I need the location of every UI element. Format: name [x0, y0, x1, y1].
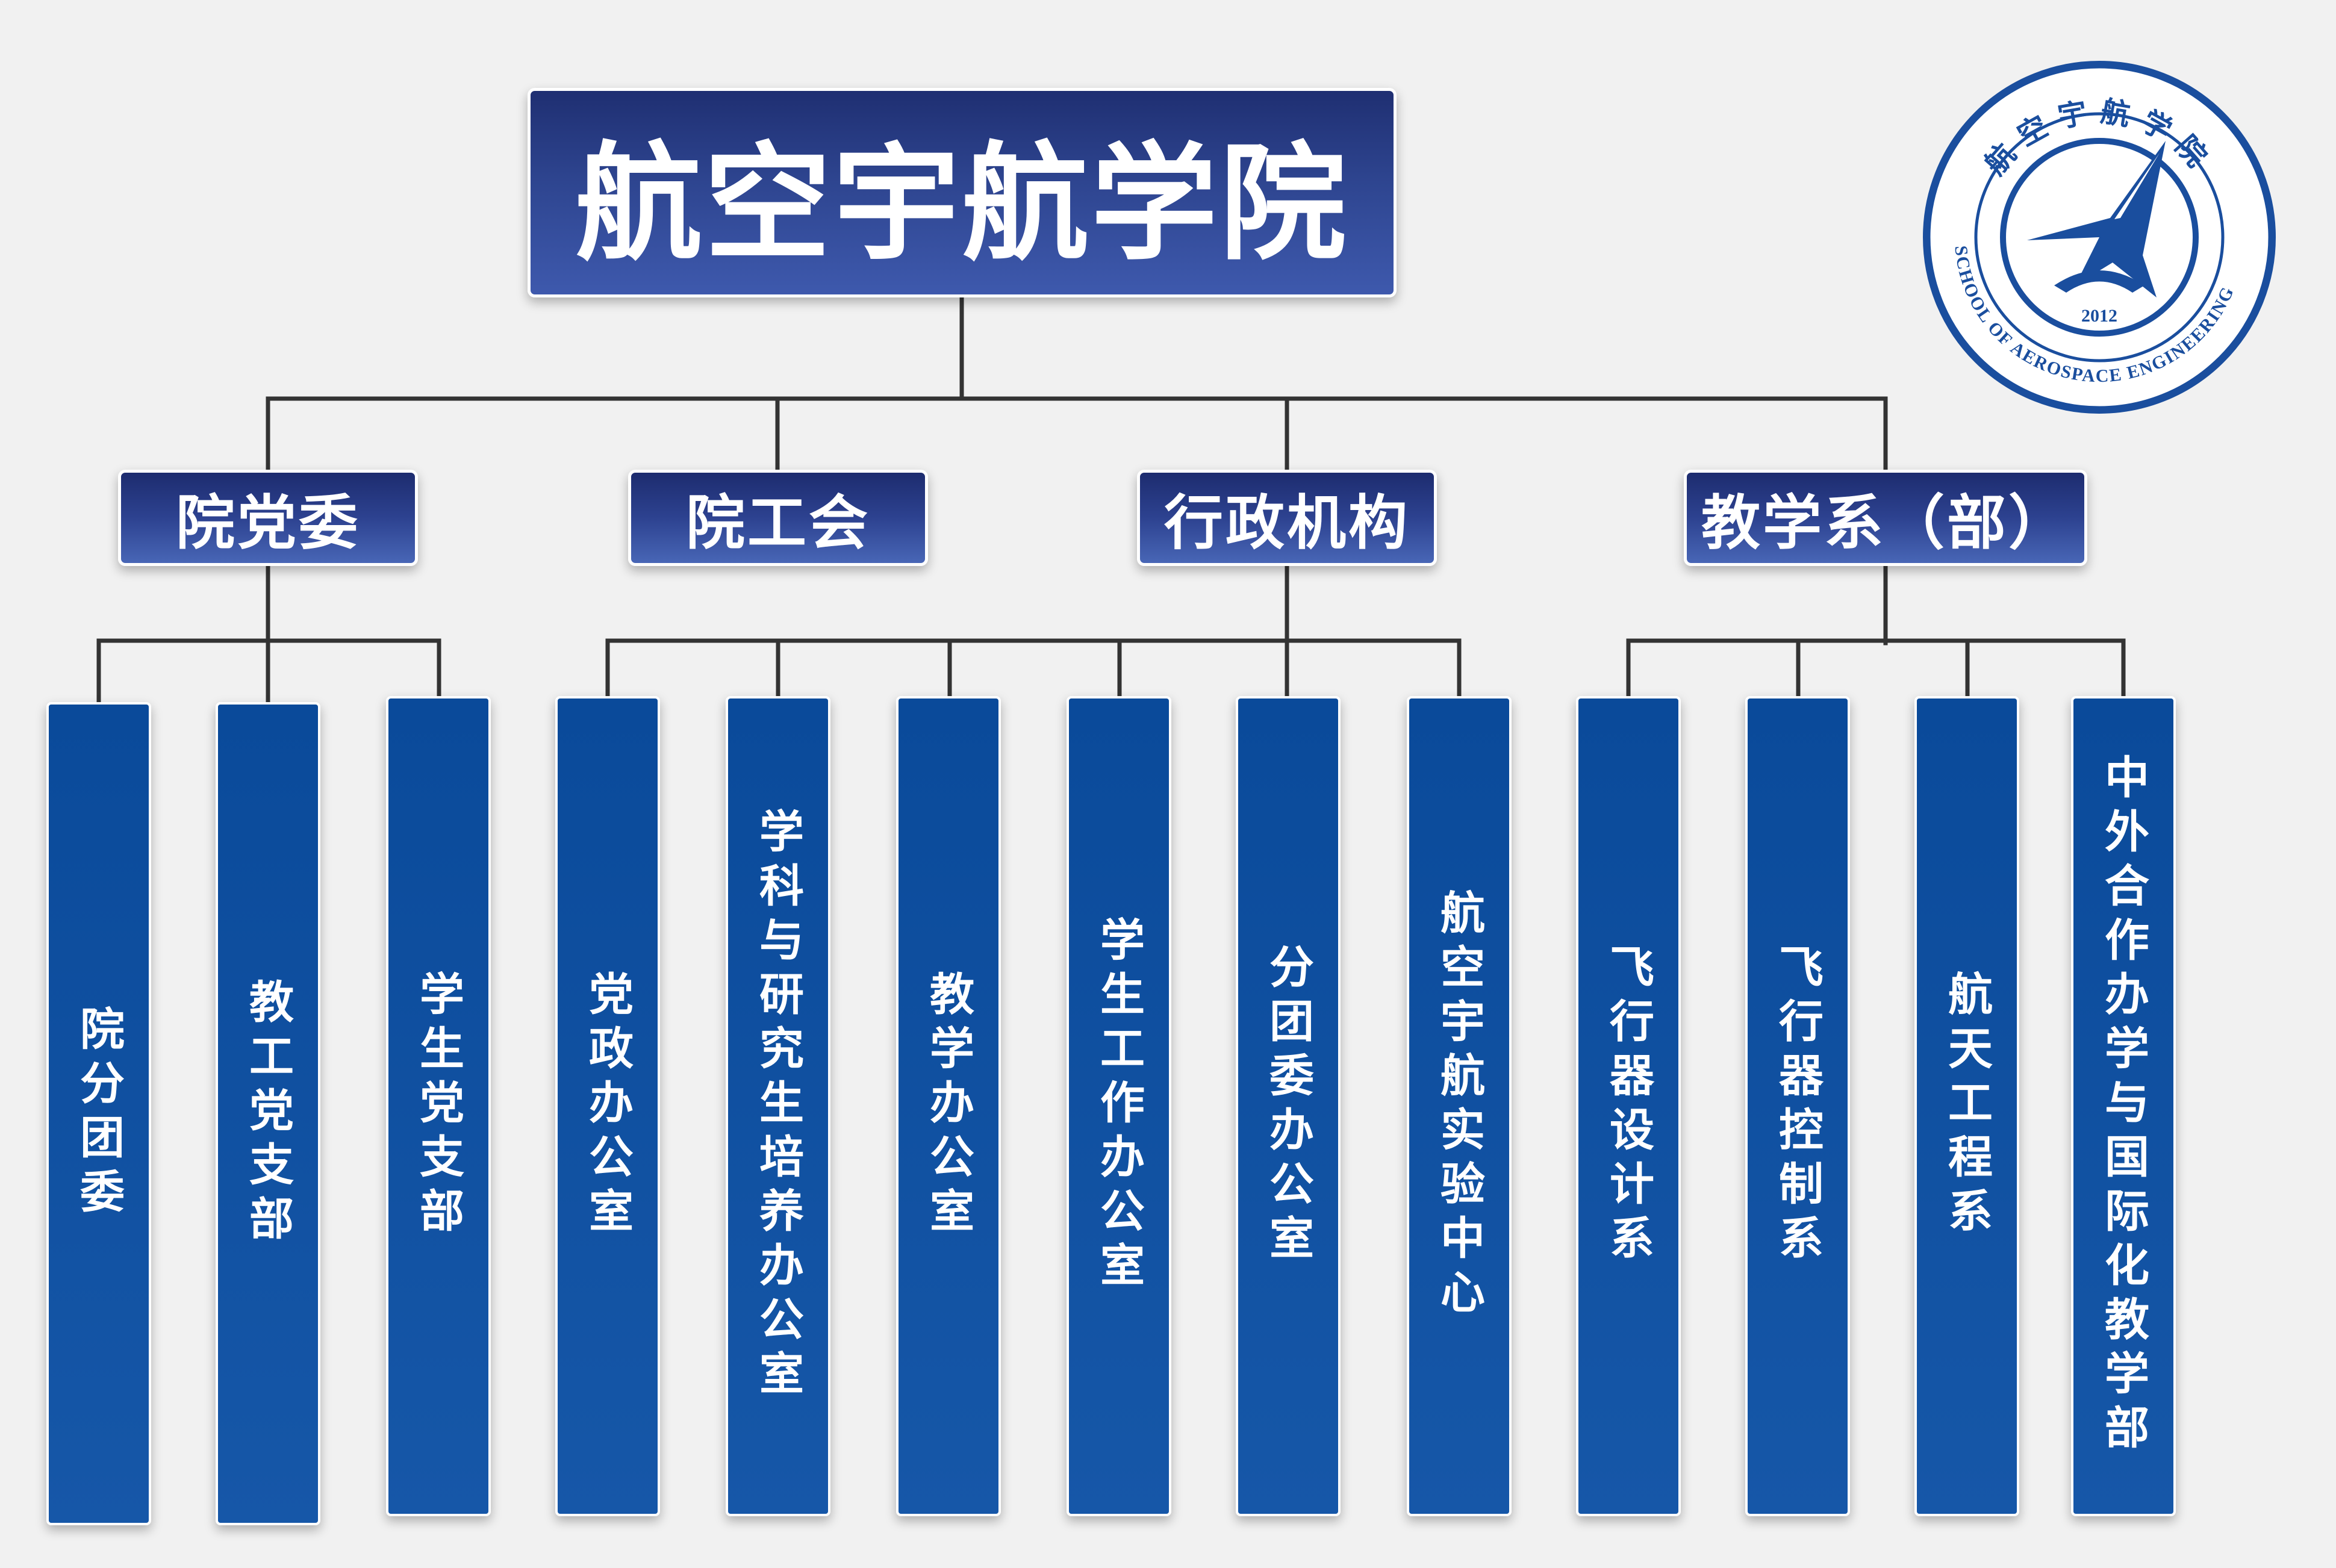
group-label: 行政机构: [1163, 488, 1410, 558]
unit-label: 学生工作办公室: [1092, 916, 1145, 1296]
group-label: 教学系（部）: [1701, 488, 2070, 558]
unit-label: 教工党支部: [241, 978, 294, 1249]
unit-label: 中外合作办学与国际化教学部: [2097, 754, 2149, 1458]
unit-box: 党政办公室: [555, 696, 660, 1516]
unit-label: 党政办公室: [581, 971, 634, 1242]
unit-box: 飞行器控制系: [1745, 696, 1850, 1516]
unit-box: 中外合作办学与国际化教学部: [2071, 696, 2176, 1516]
school-logo: 航空宇航学院 SCHOOL OF AEROSPACE ENGINEERING 2…: [1923, 61, 2276, 414]
group-labor-union: 院工会: [628, 470, 928, 566]
unit-box: 分团委办公室: [1236, 696, 1341, 1516]
unit-label: 院分团委: [72, 1005, 125, 1222]
unit-label: 教学办公室: [922, 971, 974, 1242]
group-teaching-departments: 教学系（部）: [1684, 470, 2087, 566]
group-label: 院党委: [175, 488, 360, 558]
unit-box: 学生党支部: [386, 696, 491, 1516]
unit-label: 分团委办公室: [1262, 944, 1314, 1269]
logo-year: 2012: [2081, 306, 2117, 326]
root-label: 航空宇航学院: [575, 129, 1349, 278]
unit-label: 飞行器设计系: [1602, 944, 1654, 1269]
unit-label: 学生党支部: [412, 971, 464, 1242]
unit-box: 教工党支部: [216, 702, 320, 1525]
aircraft-icon: [2027, 141, 2166, 297]
group-administration: 行政机构: [1137, 470, 1437, 566]
unit-box: 飞行器设计系: [1576, 696, 1681, 1516]
root-node: 航空宇航学院: [528, 88, 1397, 297]
unit-box: 学科与研究生培养办公室: [726, 696, 830, 1516]
unit-label: 学科与研究生培养办公室: [752, 808, 804, 1404]
unit-box: 航天工程系: [1914, 696, 2019, 1516]
unit-label: 飞行器控制系: [1771, 944, 1824, 1269]
group-party-committee: 院党委: [118, 470, 418, 566]
unit-box: 院分团委: [46, 702, 151, 1525]
unit-box: 航空宇航实验中心: [1407, 696, 1512, 1516]
unit-box: 学生工作办公室: [1067, 696, 1171, 1516]
unit-box: 教学办公室: [896, 696, 1001, 1516]
unit-label: 航天工程系: [1940, 971, 1993, 1242]
group-label: 院工会: [685, 488, 870, 558]
unit-label: 航空宇航实验中心: [1433, 889, 1485, 1323]
